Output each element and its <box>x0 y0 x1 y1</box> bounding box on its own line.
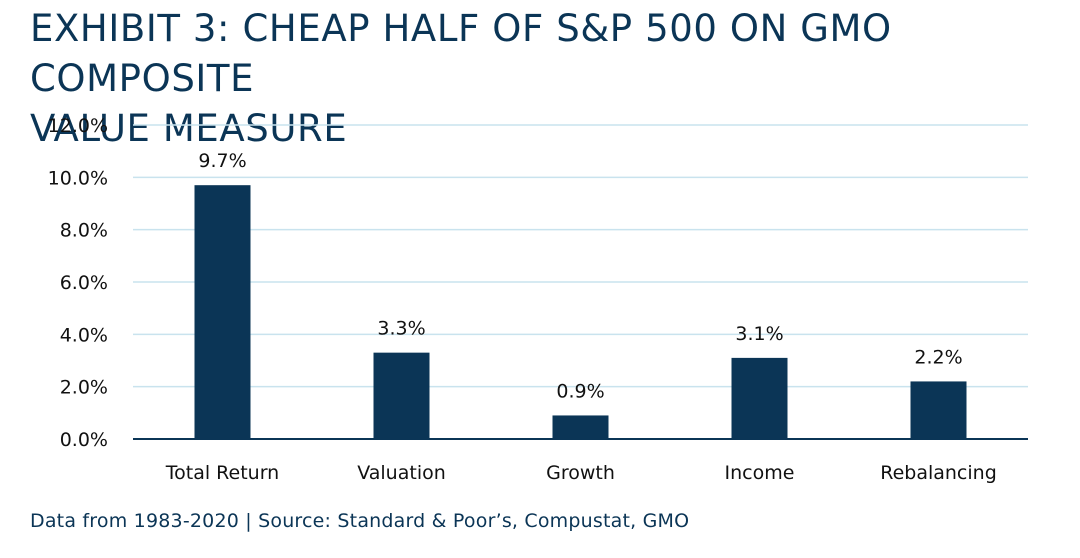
y-tick-label: 12.0% <box>48 115 108 137</box>
source-note: Data from 1983-2020 | Source: Standard &… <box>30 510 690 532</box>
category-label: Total Return <box>165 462 279 484</box>
bar <box>373 352 430 439</box>
y-tick-label: 2.0% <box>60 377 108 399</box>
category-label: Rebalancing <box>880 462 997 484</box>
bar <box>194 185 251 439</box>
chart-title: EXHIBIT 3: CHEAP HALF OF S&P 500 ON GMO … <box>30 4 1060 154</box>
y-tick-label: 4.0% <box>60 324 108 346</box>
data-label: 9.7% <box>198 150 246 172</box>
y-tick-label: 8.0% <box>60 220 108 242</box>
bar <box>910 381 967 439</box>
category-label: Growth <box>546 462 615 484</box>
category-label: Income <box>725 462 795 484</box>
data-label: 3.1% <box>735 323 783 345</box>
bar <box>731 357 788 439</box>
chart-title-line-1: EXHIBIT 3: CHEAP HALF OF S&P 500 ON GMO … <box>30 7 892 100</box>
data-label: 3.3% <box>377 318 425 340</box>
bar <box>552 415 609 439</box>
data-label: 0.9% <box>556 380 604 402</box>
chart-title-line-2: VALUE MEASURE <box>30 107 348 150</box>
category-label: Valuation <box>357 462 446 484</box>
y-tick-label: 0.0% <box>60 429 108 451</box>
y-tick-label: 6.0% <box>60 272 108 294</box>
y-tick-label: 10.0% <box>48 167 108 189</box>
data-label: 2.2% <box>914 346 962 368</box>
